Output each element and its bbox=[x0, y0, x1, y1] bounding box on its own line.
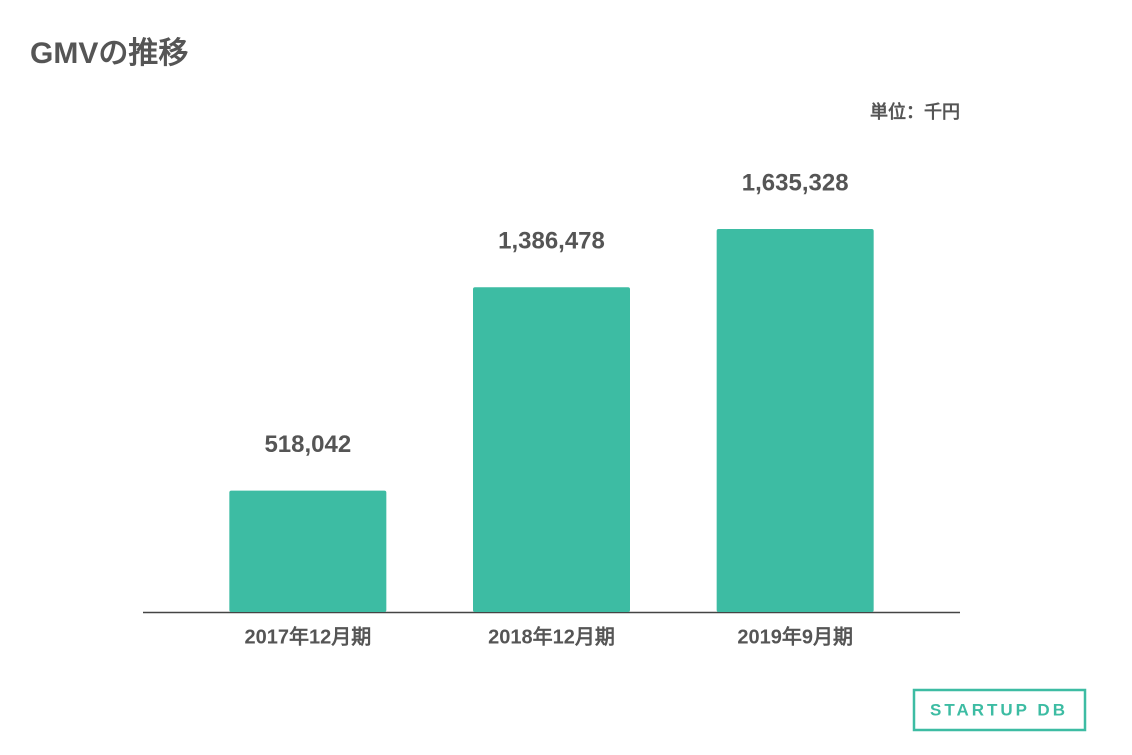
bar bbox=[716, 229, 874, 612]
logo-box bbox=[912, 688, 1087, 732]
x-tick-label: 2019年9月期 bbox=[737, 624, 853, 648]
bar bbox=[473, 287, 630, 612]
unit-label: 単位：千円 bbox=[870, 101, 960, 122]
bar bbox=[229, 490, 387, 612]
logo-text: STARTUP DB bbox=[930, 700, 1068, 719]
x-tick-label: 2018年12月期 bbox=[488, 624, 615, 648]
logo: STARTUP DB bbox=[912, 688, 1087, 732]
chart-title: GMVの推移 bbox=[30, 37, 188, 70]
x-tick-label: 2017年12月期 bbox=[244, 624, 371, 648]
value-label: 1,635,328 bbox=[742, 169, 849, 196]
value-label: 518,042 bbox=[264, 431, 351, 458]
value-label: 1,386,478 bbox=[498, 228, 605, 255]
